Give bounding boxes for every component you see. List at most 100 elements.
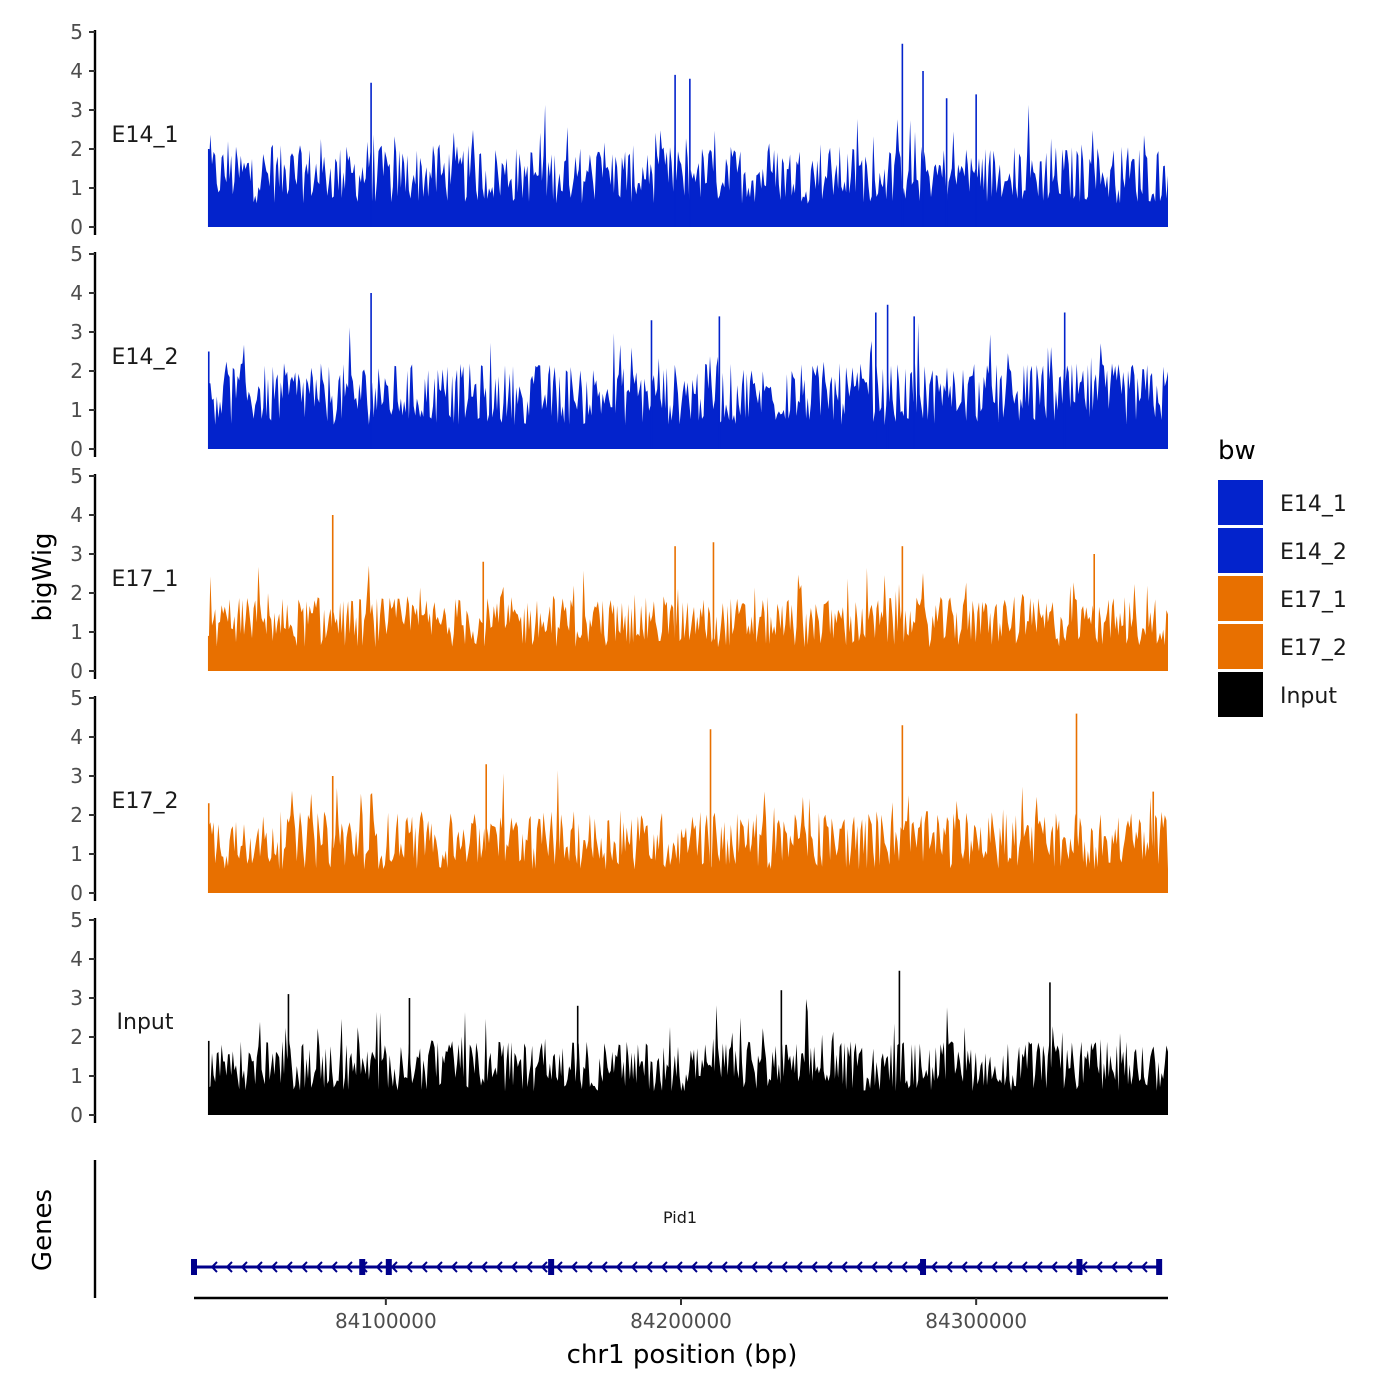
signal-area <box>208 104 1169 227</box>
strand-arrow <box>1005 1261 1013 1273</box>
strand-arrow <box>1125 1261 1133 1273</box>
gene-label-pid1: Pid1 <box>663 1208 697 1227</box>
strand-arrow <box>975 1261 983 1273</box>
y-tick-label: 1 <box>70 620 83 644</box>
y-tick-label: 3 <box>70 542 83 566</box>
y-tick-label: 4 <box>70 281 83 305</box>
y-tick-label: 4 <box>70 503 83 527</box>
strand-arrow <box>405 1261 413 1273</box>
y-tick-label: 5 <box>70 20 83 44</box>
strand-arrow <box>255 1261 263 1273</box>
x-axis: 84100000 84200000 84300000 <box>194 1296 1168 1333</box>
strand-arrow <box>1110 1261 1118 1273</box>
strand-arrow <box>615 1261 623 1273</box>
strand-arrow <box>795 1261 803 1273</box>
strand-arrow <box>600 1261 608 1273</box>
strand-arrow <box>450 1261 458 1273</box>
legend-swatch <box>1218 480 1263 525</box>
y-tick-label: 3 <box>70 320 83 344</box>
strand-arrow <box>1095 1261 1103 1273</box>
strand-arrow <box>390 1261 398 1273</box>
legend-swatch <box>1218 624 1263 669</box>
legend-label: E17_1 <box>1280 588 1347 613</box>
legend-label: Input <box>1280 684 1337 709</box>
strand-arrow <box>900 1261 908 1273</box>
exon <box>920 1259 927 1275</box>
track-e14-2: 0 1 2 3 4 5 E14_2 <box>70 242 1169 461</box>
strand-arrow <box>225 1261 233 1273</box>
signal-area <box>208 565 1169 671</box>
exon <box>1156 1259 1163 1275</box>
track-e14-1: 0 1 2 3 4 5 E14_1 <box>70 20 1169 239</box>
strand-arrow <box>750 1261 758 1273</box>
strand-arrow <box>525 1261 533 1273</box>
y-tick-label: 2 <box>70 581 83 605</box>
strand-arrow <box>990 1261 998 1273</box>
strand-arrow <box>510 1261 518 1273</box>
y-tick-label: 5 <box>70 464 83 488</box>
y-tick-label: 0 <box>70 1103 83 1127</box>
track-label: E17_2 <box>112 789 179 814</box>
strand-arrow <box>825 1261 833 1273</box>
strand-arrow <box>720 1261 728 1273</box>
strand-arrow <box>765 1261 773 1273</box>
strand-arrow <box>300 1261 308 1273</box>
track-label: E17_1 <box>112 567 179 592</box>
genes-axis-title: Genes <box>28 1189 58 1271</box>
strand-arrow <box>585 1261 593 1273</box>
y-tick-label: 1 <box>70 176 83 200</box>
y-tick-label: 5 <box>70 686 83 710</box>
exon <box>548 1259 555 1275</box>
track-input: 0 1 2 3 4 5 Input <box>70 908 1169 1127</box>
x-tick-label: 84200000 <box>630 1309 732 1333</box>
strand-arrow <box>930 1261 938 1273</box>
strand-arrow <box>660 1261 668 1273</box>
track-e17-2: 0 1 2 3 4 5 E17_2 <box>70 686 1169 905</box>
strand-arrow <box>630 1261 638 1273</box>
y-tick-label: 0 <box>70 659 83 683</box>
strand-arrow <box>1065 1261 1073 1273</box>
y-tick-label: 4 <box>70 725 83 749</box>
strand-arrow <box>855 1261 863 1273</box>
strand-arrow <box>840 1261 848 1273</box>
strand-arrow <box>735 1261 743 1273</box>
legend-label: E17_2 <box>1280 636 1347 661</box>
y-tick-label: 0 <box>70 437 83 461</box>
legend: E14_1 E14_2 E17_1 E17_2 Input <box>1218 480 1347 717</box>
tracks: 0 1 2 3 4 5 E14_1 0 1 2 3 4 5 E14_2 0 1 2 3 4 5 E17_1 0 1 2 3 4 5 E… <box>70 20 1169 1127</box>
legend-item-input: Input <box>1218 672 1337 717</box>
track-e17-1: 0 1 2 3 4 5 E17_1 <box>70 464 1169 683</box>
strand-arrow <box>705 1261 713 1273</box>
strand-arrow <box>375 1261 383 1273</box>
track-label: E14_2 <box>112 345 179 370</box>
y-tick-label: 1 <box>70 842 83 866</box>
strand-arrow <box>330 1261 338 1273</box>
track-label: E14_1 <box>112 123 179 148</box>
gene-pid1 <box>191 1259 1163 1275</box>
legend-item-e14-1: E14_1 <box>1218 480 1347 525</box>
signal-area <box>208 322 1169 449</box>
y-tick-label: 2 <box>70 803 83 827</box>
strand-arrow <box>870 1261 878 1273</box>
y-tick-label: 2 <box>70 359 83 383</box>
exon <box>385 1259 392 1275</box>
strand-arrow <box>570 1261 578 1273</box>
signal-area <box>208 770 1169 893</box>
track-label: Input <box>117 1010 174 1035</box>
strand-arrow <box>1035 1261 1043 1273</box>
genes-track <box>93 1160 1163 1298</box>
strand-arrow <box>270 1261 278 1273</box>
legend-label: E14_1 <box>1280 492 1347 517</box>
strand-arrow <box>645 1261 653 1273</box>
legend-item-e17-1: E17_1 <box>1218 576 1347 621</box>
y-tick-label: 3 <box>70 764 83 788</box>
strand-arrow <box>210 1261 218 1273</box>
strand-arrow <box>495 1261 503 1273</box>
strand-arrow <box>285 1261 293 1273</box>
strand-arrow <box>240 1261 248 1273</box>
y-tick-label: 5 <box>70 908 83 932</box>
strand-arrow <box>885 1261 893 1273</box>
strand-arrow <box>960 1261 968 1273</box>
legend-label: E14_2 <box>1280 540 1347 565</box>
